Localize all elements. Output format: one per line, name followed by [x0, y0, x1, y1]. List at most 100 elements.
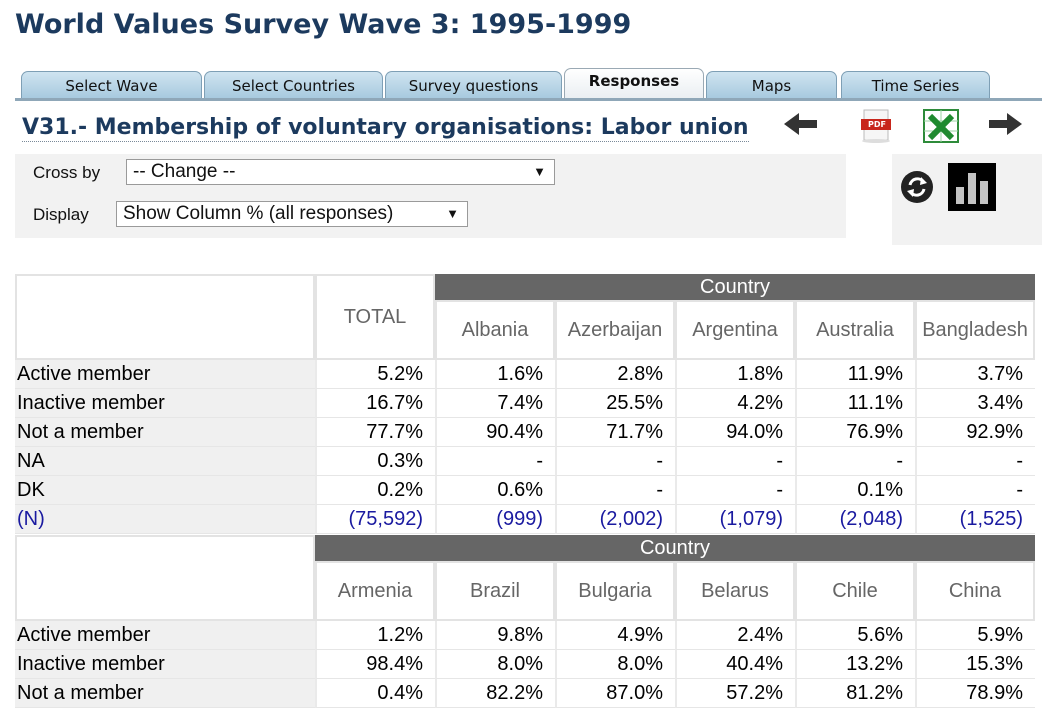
table-cell: 5.6%	[795, 621, 915, 650]
row-label: Not a member	[15, 679, 315, 708]
group-header-country: Country	[315, 535, 1035, 561]
table-cell: 13.2%	[795, 650, 915, 679]
cross-by-value: -- Change --	[133, 161, 236, 182]
display-label: Display	[33, 205, 89, 224]
table-cell: (1,079)	[675, 505, 795, 534]
tab-underline	[15, 98, 1042, 101]
table-cell: -	[675, 476, 795, 505]
pdf-icon[interactable]: PDF	[858, 108, 896, 144]
table-cell: 0.4%	[315, 679, 435, 708]
table-cell: 82.2%	[435, 679, 555, 708]
column-header[interactable]: Chile	[795, 561, 915, 621]
cross-by-label: Cross by	[33, 163, 101, 182]
table-cell: 2.4%	[675, 621, 795, 650]
table-cell: 1.6%	[435, 360, 555, 389]
column-header[interactable]: Azerbaijan	[555, 300, 675, 360]
table-row: Not a member 77.7% 90.4% 71.7% 94.0% 76.…	[15, 418, 1036, 447]
row-label: NA	[15, 447, 315, 476]
refresh-icon[interactable]	[900, 170, 934, 204]
column-header[interactable]: Brazil	[435, 561, 555, 621]
table-row: Not a member 0.4% 82.2% 87.0% 57.2% 81.2…	[15, 679, 1035, 708]
table-cell: 87.0%	[555, 679, 675, 708]
table-cell: 40.4%	[675, 650, 795, 679]
column-header[interactable]: Albania	[435, 300, 555, 360]
tab-maps[interactable]: Maps	[706, 71, 837, 99]
table-row-n: (N) (75,592) (999) (2,002) (1,079) (2,04…	[15, 505, 1036, 534]
table-cell: (2,048)	[795, 505, 915, 534]
column-header[interactable]: Bulgaria	[555, 561, 675, 621]
column-header[interactable]: Armenia	[315, 561, 435, 621]
table-cell: -	[555, 476, 675, 505]
table-cell: 3.7%	[915, 360, 1036, 389]
table-cell: 77.7%	[315, 418, 435, 447]
table-row: Inactive member 16.7% 7.4% 25.5% 4.2% 11…	[15, 389, 1036, 418]
row-label: Inactive member	[15, 650, 315, 679]
table-cell: -	[915, 447, 1036, 476]
table-cell: -	[795, 447, 915, 476]
table-cell: 92.9%	[915, 418, 1036, 447]
table-cell: 57.2%	[675, 679, 795, 708]
table-cell: 5.9%	[915, 621, 1035, 650]
table-cell: 5.2%	[315, 360, 435, 389]
row-label: Active member	[15, 360, 315, 389]
group-header-country: Country	[435, 274, 1036, 300]
column-header-total[interactable]: TOTAL	[315, 274, 435, 360]
table-cell: 1.2%	[315, 621, 435, 650]
excel-icon[interactable]	[921, 107, 963, 145]
column-header[interactable]: Australia	[795, 300, 915, 360]
table-cell: 78.9%	[915, 679, 1035, 708]
row-label: (N)	[15, 505, 315, 534]
column-header[interactable]: China	[915, 561, 1035, 621]
row-label: Active member	[15, 621, 315, 650]
table-cell: 11.1%	[795, 389, 915, 418]
table-cell: -	[435, 447, 555, 476]
table-cell: 1.8%	[675, 360, 795, 389]
table-cell: 7.4%	[435, 389, 555, 418]
crosstab-table-1: TOTAL Country Albania Azerbaijan Argenti…	[15, 274, 1036, 534]
table-row: DK 0.2% 0.6% - - 0.1% -	[15, 476, 1036, 505]
table-cell: 25.5%	[555, 389, 675, 418]
table-cell: 98.4%	[315, 650, 435, 679]
variable-title: V31.- Membership of voluntary organisati…	[22, 115, 749, 142]
table-cell: 71.7%	[555, 418, 675, 447]
row-label: Not a member	[15, 418, 315, 447]
tab-select-wave[interactable]: Select Wave	[21, 71, 202, 99]
table-cell: 15.3%	[915, 650, 1035, 679]
chart-controls-panel	[892, 154, 1042, 245]
arrow-right-icon[interactable]	[986, 110, 1024, 138]
tab-responses[interactable]: Responses	[564, 68, 704, 99]
column-header[interactable]: Bangladesh	[915, 300, 1036, 360]
table-cell: (1,525)	[915, 505, 1036, 534]
table-row: Active member 5.2% 1.6% 2.8% 1.8% 11.9% …	[15, 360, 1036, 389]
tab-time-series[interactable]: Time Series	[841, 71, 990, 99]
table-cell: 3.4%	[915, 389, 1036, 418]
row-label: DK	[15, 476, 315, 505]
table-cell: 4.9%	[555, 621, 675, 650]
table-cell: -	[915, 476, 1036, 505]
cross-by-select[interactable]: -- Change -- ▼	[126, 159, 555, 185]
table-cell: 94.0%	[675, 418, 795, 447]
column-header[interactable]: Belarus	[675, 561, 795, 621]
display-select[interactable]: Show Column % (all responses) ▼	[116, 201, 468, 227]
tab-survey-questions[interactable]: Survey questions	[385, 71, 562, 99]
table-row: Active member 1.2% 9.8% 4.9% 2.4% 5.6% 5…	[15, 621, 1035, 650]
table-cell: 9.8%	[435, 621, 555, 650]
table-cell: 8.0%	[435, 650, 555, 679]
table-cell: 11.9%	[795, 360, 915, 389]
page-title: World Values Survey Wave 3: 1995-1999	[15, 9, 632, 40]
row-label: Inactive member	[15, 389, 315, 418]
bar-chart-icon[interactable]	[948, 163, 996, 211]
table-cell: 0.2%	[315, 476, 435, 505]
table-cell: 4.2%	[675, 389, 795, 418]
table-cell: 81.2%	[795, 679, 915, 708]
table-corner	[15, 535, 315, 621]
table-cell: 0.6%	[435, 476, 555, 505]
pdf-icon-text: PDF	[868, 120, 886, 129]
column-header[interactable]: Argentina	[675, 300, 795, 360]
tab-select-countries[interactable]: Select Countries	[204, 71, 383, 99]
table-cell: 0.3%	[315, 447, 435, 476]
crosstab-table-2: Country Armenia Brazil Bulgaria Belarus …	[15, 535, 1035, 708]
arrow-left-icon[interactable]	[782, 110, 820, 138]
table-cell: (2,002)	[555, 505, 675, 534]
table-cell: 2.8%	[555, 360, 675, 389]
